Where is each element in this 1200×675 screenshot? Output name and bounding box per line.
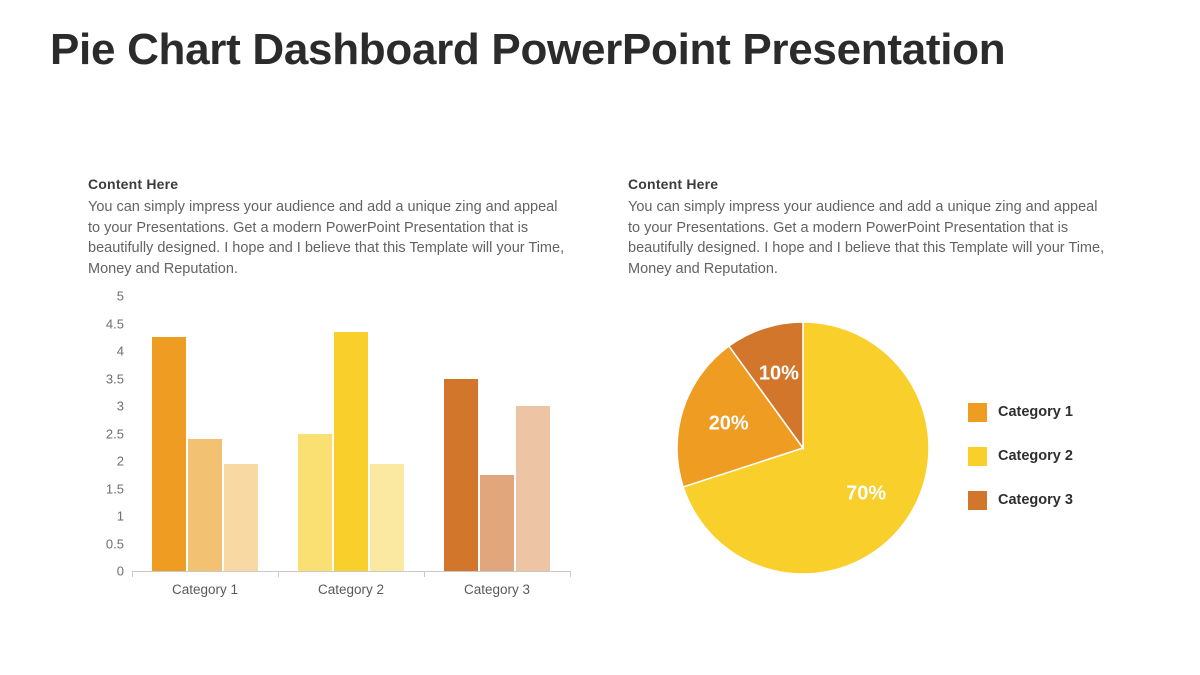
bar-group bbox=[132, 296, 278, 571]
legend-label: Category 3 bbox=[998, 492, 1073, 508]
bar[interactable] bbox=[480, 474, 514, 571]
y-axis-tick-label: 2 bbox=[116, 453, 124, 469]
bar[interactable] bbox=[224, 463, 258, 571]
x-axis-category-label: Category 2 bbox=[317, 582, 385, 597]
pie-slice[interactable] bbox=[677, 345, 805, 488]
legend-swatch bbox=[968, 490, 987, 510]
bar-chart: 0 0.5 1 1.5 2 2.5 3 3.5 4 4.5 5 Category 1 Category… bbox=[80, 289, 580, 597]
x-axis-end-tick bbox=[570, 571, 571, 577]
legend-item[interactable]: Category 1 bbox=[968, 390, 1108, 434]
legend-swatch bbox=[968, 402, 987, 422]
y-axis-tick-label: 5 bbox=[116, 288, 124, 304]
bar[interactable] bbox=[298, 433, 332, 571]
content-body-left: You can simply impress your audience and… bbox=[88, 199, 565, 277]
bar-chart-x-axis-line bbox=[132, 571, 570, 572]
y-axis-tick-label: 1.5 bbox=[105, 481, 124, 496]
pie-chart-legend: Category 1 Category 2 Category 3 bbox=[968, 390, 1108, 522]
bar[interactable] bbox=[444, 378, 478, 571]
legend-label: Category 2 bbox=[998, 448, 1073, 464]
y-axis-tick-label: 3 bbox=[116, 398, 124, 414]
bar-chart-y-axis: 0 0.5 1 1.5 2 2.5 3 3.5 4 4.5 5 bbox=[80, 289, 124, 579]
y-axis-tick-label: 0.5 bbox=[105, 536, 124, 551]
pie-slice[interactable] bbox=[727, 322, 804, 451]
pie-slice[interactable] bbox=[682, 322, 929, 574]
y-axis-tick-label: 2.5 bbox=[105, 426, 124, 441]
legend-item[interactable]: Category 2 bbox=[968, 434, 1108, 478]
content-body-right: You can simply impress your audience and… bbox=[628, 199, 1105, 277]
bar-group bbox=[424, 296, 570, 571]
bar-group bbox=[278, 296, 424, 571]
y-axis-tick-label: 4 bbox=[116, 343, 124, 359]
x-axis-category-label: Category 3 bbox=[463, 582, 531, 597]
x-axis-category-label: Category 1 bbox=[171, 582, 239, 597]
page-title: Pie Chart Dashboard PowerPoint Presentat… bbox=[50, 25, 1006, 74]
bar[interactable] bbox=[370, 463, 404, 571]
y-axis-tick-label: 4.5 bbox=[105, 316, 124, 331]
content-heading-left: Content Here bbox=[88, 176, 179, 192]
bar[interactable] bbox=[188, 439, 222, 571]
pie-chart-circle: 70% 20% 10% bbox=[677, 322, 929, 574]
x-axis-tick bbox=[278, 571, 279, 577]
content-block-left: Content Here You can simply impress your… bbox=[88, 176, 566, 279]
y-axis-tick-label: 1 bbox=[116, 508, 124, 524]
x-axis-end-tick bbox=[132, 571, 133, 577]
y-axis-tick-label: 3.5 bbox=[105, 371, 124, 386]
pie-slice-label: 20% bbox=[708, 412, 749, 435]
pie-slice-label: 10% bbox=[758, 362, 799, 385]
bar[interactable] bbox=[152, 337, 186, 571]
content-heading-right: Content Here bbox=[628, 176, 719, 192]
pie-slice-label: 70% bbox=[846, 482, 887, 505]
content-block-right: Content Here You can simply impress your… bbox=[628, 176, 1106, 279]
legend-item[interactable]: Category 3 bbox=[968, 478, 1108, 522]
bar-chart-plot-area bbox=[132, 296, 570, 571]
pie-chart: 70% 20% 10% Category 1 Category 2 Category 3 bbox=[628, 300, 1108, 600]
x-axis-tick bbox=[424, 571, 425, 577]
bar[interactable] bbox=[516, 406, 550, 571]
legend-label: Category 1 bbox=[998, 404, 1073, 420]
legend-swatch bbox=[968, 446, 987, 466]
y-axis-tick-label: 0 bbox=[116, 563, 124, 579]
bar[interactable] bbox=[334, 331, 368, 571]
